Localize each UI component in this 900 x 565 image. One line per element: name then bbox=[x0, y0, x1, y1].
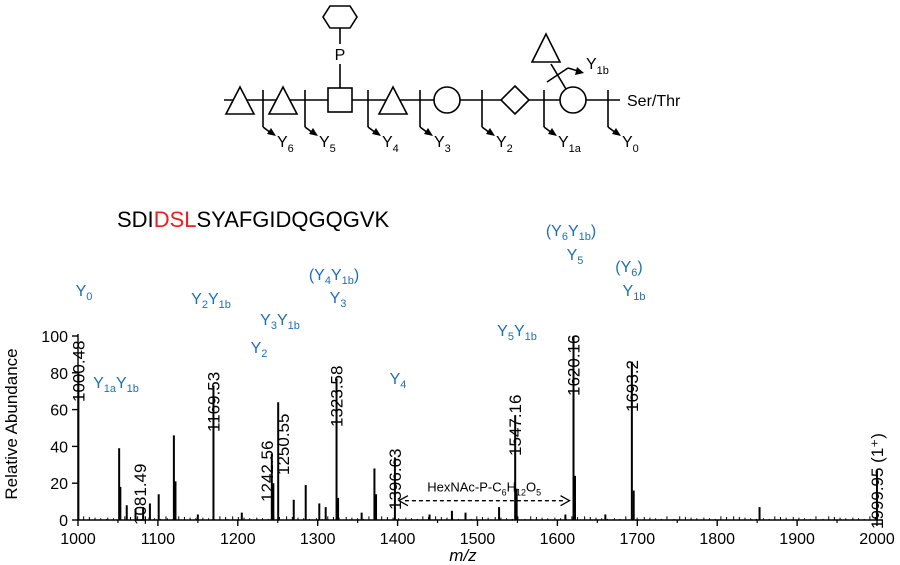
x-tick-label: 1200 bbox=[220, 531, 256, 548]
ion-annotation: (Y6) bbox=[615, 259, 642, 279]
hexnac-triangle-residue bbox=[530, 32, 562, 63]
peak-mz-label: 1396.63 bbox=[386, 449, 405, 510]
ion-annotation: Y2 bbox=[251, 340, 268, 360]
hexnac-triangle-residue bbox=[224, 85, 256, 115]
x-axis-label: m/z bbox=[449, 546, 477, 565]
ion-annotation: (Y6Y1b) bbox=[546, 223, 596, 243]
cleavage-y-fragment: Y3 bbox=[419, 90, 451, 155]
glycan-structure-diagram: P Ser/Thr Y6 Y5 Y4 Y3 Y2 Y1a Y0 Y1b bbox=[224, 5, 681, 155]
peptide-glycosite-highlight: DSL bbox=[154, 207, 197, 232]
ion-annotation: Y1b bbox=[623, 283, 646, 303]
peak-mz-label: 1242.56 bbox=[258, 441, 277, 502]
annotation-arrowhead bbox=[397, 495, 409, 507]
ion-annotation: Y4 bbox=[390, 371, 407, 391]
peak-mz-label: 1323.58 bbox=[328, 366, 347, 427]
peak-mz-label: 1693.2 bbox=[623, 360, 642, 412]
hexagon-residue bbox=[322, 5, 358, 29]
x-tick-label: 1500 bbox=[460, 531, 496, 548]
reducing-end-label: Ser/Thr bbox=[627, 93, 681, 110]
y-axis-label: Relative Abundance bbox=[2, 348, 21, 499]
y-tick-label: 80 bbox=[50, 366, 68, 383]
cleavage-y-fragment: Y5 bbox=[304, 90, 336, 155]
y-tick-label: 40 bbox=[50, 439, 68, 456]
peak-mz-label: 1169.53 bbox=[204, 372, 223, 432]
fragment-label: Y4 bbox=[382, 134, 399, 155]
peptide-prefix: SDI bbox=[117, 207, 154, 232]
y-tick-label: 0 bbox=[59, 513, 68, 530]
ion-annotation: Y2Y1b bbox=[191, 291, 231, 311]
cleavage-y-fragment: Y4 bbox=[367, 90, 399, 155]
x-tick-label: 1400 bbox=[380, 531, 416, 548]
peak-mz-label: 1250.55 bbox=[274, 414, 293, 475]
peak-mz-label: 1547.16 bbox=[506, 395, 525, 456]
peak-mz-label: 1999.95 (1⁺) bbox=[868, 433, 887, 529]
annotation-arrowhead bbox=[560, 495, 571, 507]
neutral-loss-annotation: HexNAc-P-C6H12O5 bbox=[397, 480, 571, 507]
x-tick-label: 1900 bbox=[779, 531, 815, 548]
peptide-sequence: SDIDSLSYAFGIDQGQGVK bbox=[117, 207, 390, 232]
fragment-label: Y1a bbox=[558, 134, 582, 155]
peak-mz-label: 1081.49 bbox=[131, 464, 150, 525]
x-tick-label: 1000 bbox=[60, 531, 96, 548]
cleavage-y1b-fragment: Y1b bbox=[546, 56, 609, 83]
fragment-label: Y6 bbox=[277, 134, 294, 155]
x-tick-label: 1600 bbox=[540, 531, 576, 548]
branch-line bbox=[550, 63, 567, 90]
fragment-label: Y1b bbox=[586, 56, 609, 77]
y-tick-label: 20 bbox=[50, 476, 68, 493]
x-tick-label: 2000 bbox=[859, 531, 895, 548]
y-tick-label: 60 bbox=[50, 403, 68, 420]
peak-mz-label: 1000.48 bbox=[69, 341, 88, 402]
x-tick-label: 1100 bbox=[141, 531, 176, 548]
hexnac-triangle-residue bbox=[267, 85, 299, 115]
circle-residue bbox=[559, 86, 587, 114]
phosphate-label: P bbox=[335, 47, 346, 64]
x-tick-label: 1700 bbox=[620, 531, 656, 548]
cleavage-markers: Y6 Y5 Y4 Y3 Y2 Y1a Y0 Y1b bbox=[262, 56, 639, 155]
ion-annotation: Y5 bbox=[567, 247, 584, 267]
hexnac-triangle-residue bbox=[377, 85, 409, 115]
cleavage-y-fragment: Y0 bbox=[607, 90, 639, 155]
diamond-residue bbox=[499, 84, 531, 116]
fragment-label: Y0 bbox=[622, 134, 639, 155]
circle-residue bbox=[433, 86, 461, 114]
peak-mz-label: 1620.16 bbox=[565, 335, 584, 396]
cleavage-y-fragment: Y2 bbox=[481, 90, 513, 155]
x-tick-label: 1800 bbox=[699, 531, 735, 548]
ion-annotation: Y3Y1b bbox=[260, 312, 300, 332]
ion-annotation: Y3 bbox=[330, 290, 347, 310]
axes: 1000 1100 1200 1300 1400 1500 1600 1700 1800 1900… bbox=[41, 329, 895, 548]
x-tick-label: 1300 bbox=[300, 531, 336, 548]
peptide-suffix: SYAFGIDQGQGVK bbox=[196, 207, 389, 232]
ion-annotation: Y0 bbox=[76, 283, 93, 303]
cleavage-y-fragment: Y6 bbox=[262, 90, 294, 155]
fragment-label: Y5 bbox=[319, 134, 336, 155]
fragment-label: Y3 bbox=[434, 134, 451, 155]
square-residue bbox=[327, 87, 353, 113]
fragment-label: Y2 bbox=[496, 134, 513, 155]
cleavage-y-fragment: Y1a bbox=[543, 90, 582, 155]
ion-annotation: (Y4Y1b) bbox=[309, 267, 359, 287]
y-tick-label: 100 bbox=[41, 329, 68, 346]
ion-annotation: Y5Y1b bbox=[497, 323, 537, 343]
annotation-label: HexNAc-P-C6H12O5 bbox=[427, 480, 541, 498]
ion-annotation: Y1aY1b bbox=[93, 375, 139, 395]
